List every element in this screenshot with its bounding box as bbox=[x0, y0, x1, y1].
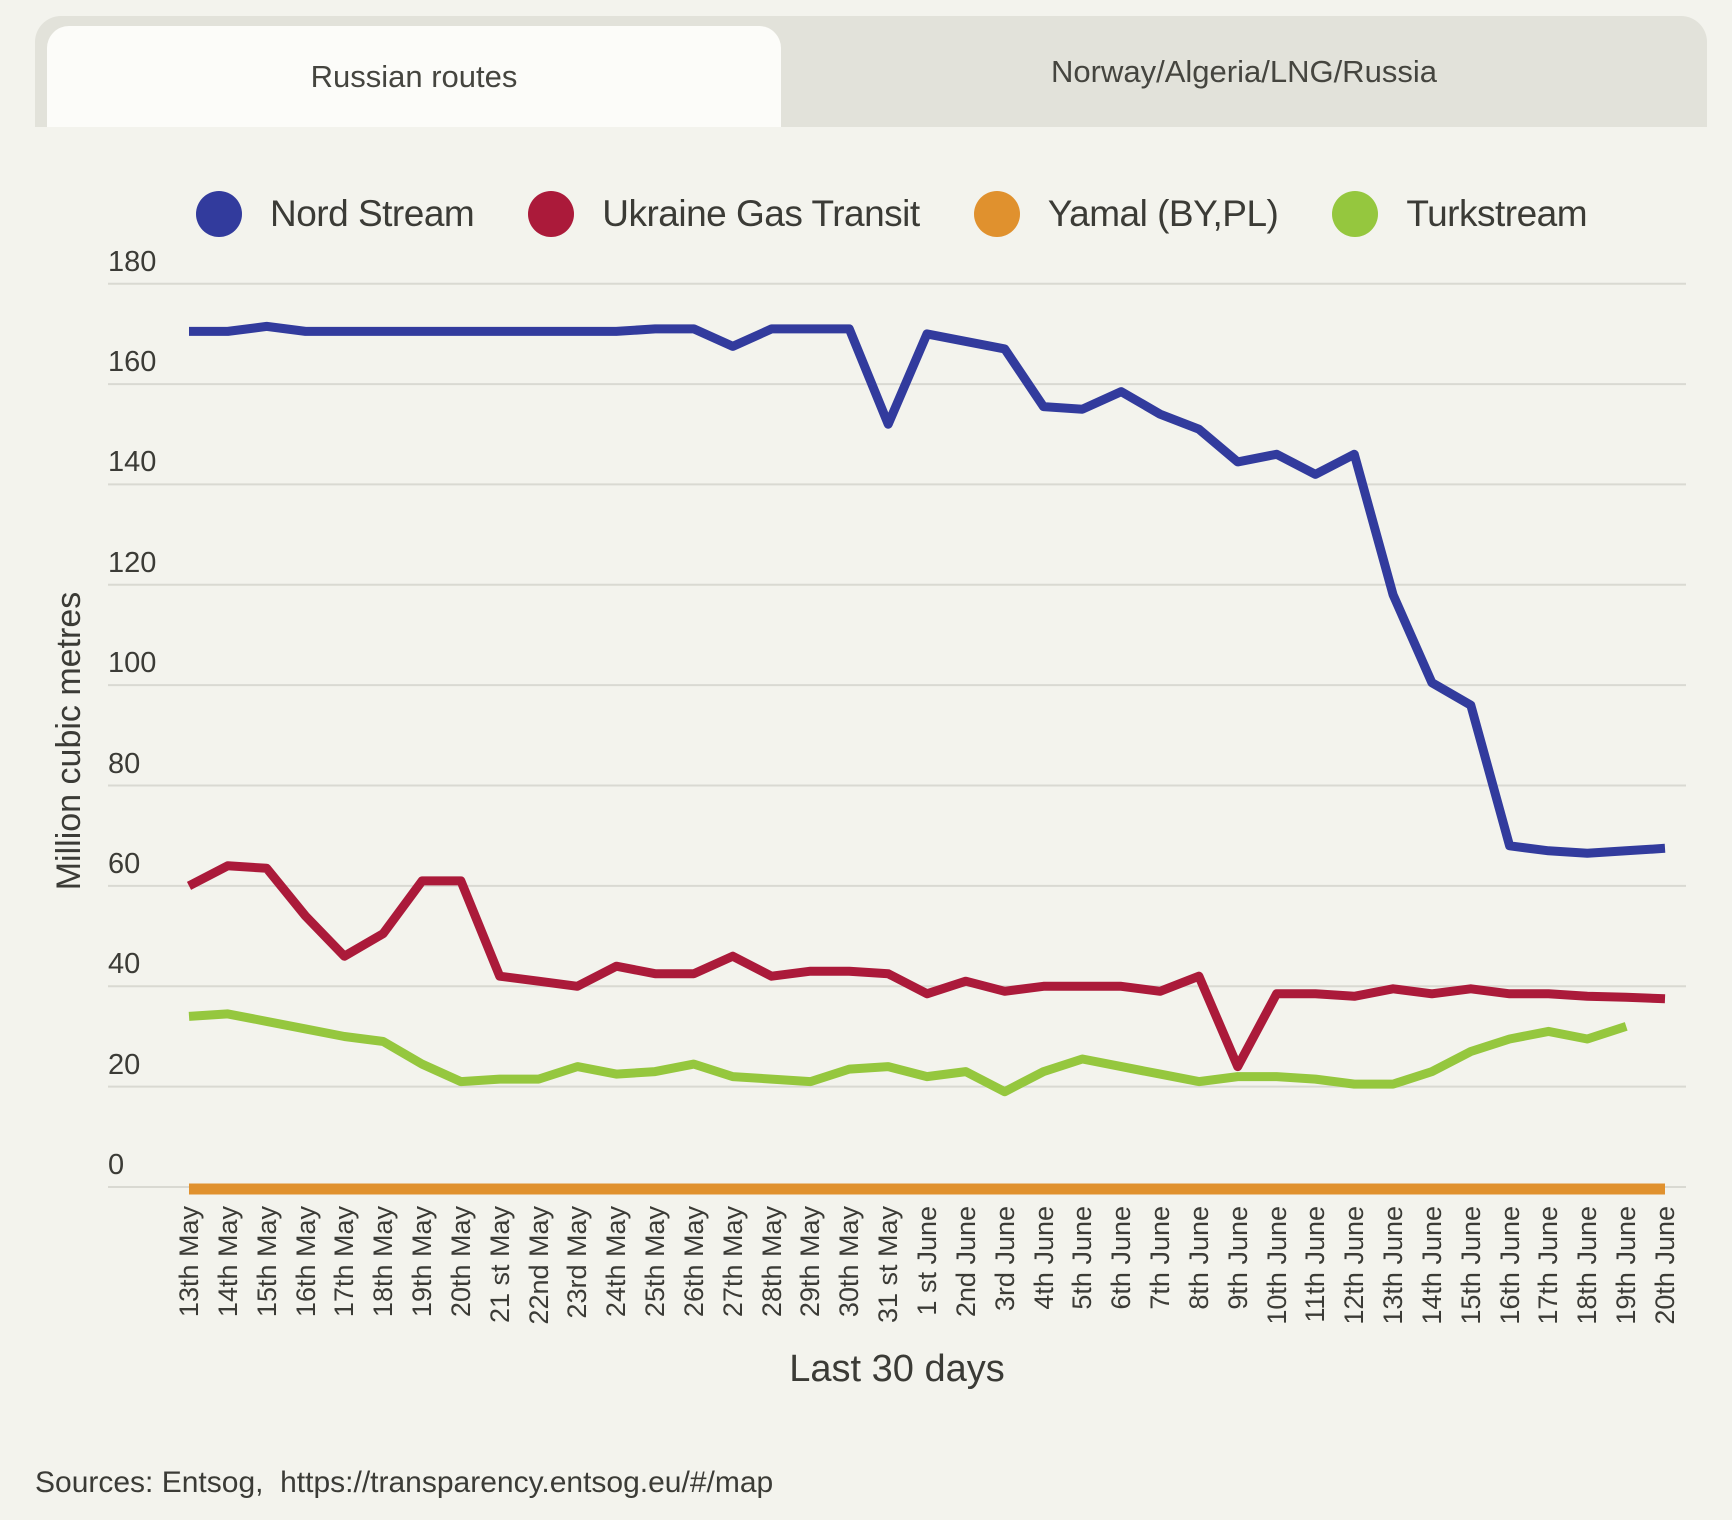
x-tick-label: 20th June bbox=[1650, 1206, 1680, 1325]
x-tick-label: 27th May bbox=[717, 1206, 748, 1318]
x-tick-label: 12th June bbox=[1339, 1206, 1370, 1325]
series-line-ukraine-gas-transit bbox=[186, 861, 1666, 1072]
y-tick-label: 120 bbox=[108, 546, 157, 579]
legend-label: Turkstream bbox=[1406, 193, 1588, 234]
tab-russian-routes-label: Russian routes bbox=[310, 58, 518, 94]
x-tick-label: 21 st May bbox=[484, 1206, 515, 1324]
x-axis-title: Last 30 days bbox=[789, 1348, 1005, 1390]
y-tick-label: 80 bbox=[108, 747, 141, 780]
x-tick-label: 9th June bbox=[1222, 1206, 1253, 1310]
y-tick-label: 180 bbox=[108, 245, 157, 278]
x-tick-label: 16th June bbox=[1494, 1206, 1525, 1325]
x-tick-label: 3rd June bbox=[989, 1206, 1020, 1312]
y-tick-label: 60 bbox=[108, 847, 141, 880]
x-tick-label: 20th May bbox=[445, 1206, 476, 1318]
y-tick-label: 40 bbox=[108, 948, 141, 981]
legend-dot-yamal-by-pl bbox=[973, 191, 1020, 237]
legend-dot-turkstream bbox=[1332, 191, 1379, 237]
y-tick-label: 0 bbox=[108, 1149, 125, 1181]
y-tick-label: 160 bbox=[108, 346, 157, 379]
legend-label: Ukraine Gas Transit bbox=[602, 193, 920, 234]
x-tick-label: 19th May bbox=[407, 1206, 438, 1318]
chart-tabs: Russian routes Norway/Algeria/LNG/Russia bbox=[35, 16, 1707, 127]
x-tick-label: 15th June bbox=[1455, 1206, 1486, 1325]
y-tick-label: 100 bbox=[108, 647, 157, 680]
x-tick-label: 5th June bbox=[1067, 1206, 1098, 1310]
legend-item-ukraine-gas-transit[interactable]: Ukraine Gas Transit bbox=[528, 191, 920, 237]
x-tick-label: 18th May bbox=[368, 1206, 399, 1318]
tab-russian-routes[interactable]: Russian routes bbox=[47, 26, 781, 127]
x-tick-label: 13th June bbox=[1378, 1206, 1409, 1325]
tab-norway-algeria-lng-russia-label: Norway/Algeria/LNG/Russia bbox=[1051, 53, 1437, 89]
x-tick-label: 22nd May bbox=[523, 1206, 554, 1325]
x-tick-label: 15th May bbox=[251, 1206, 282, 1318]
x-tick-label: 4th June bbox=[1028, 1206, 1059, 1310]
x-tick-label: 8th June bbox=[1183, 1206, 1214, 1310]
legend-item-turkstream[interactable]: Turkstream bbox=[1332, 191, 1588, 237]
x-tick-label: 28th May bbox=[756, 1206, 787, 1318]
x-tick-label: 23rd May bbox=[562, 1206, 593, 1319]
x-tick-label: 18th June bbox=[1572, 1206, 1603, 1325]
x-tick-label: 14th May bbox=[212, 1206, 243, 1318]
x-tick-label: 19th June bbox=[1611, 1206, 1642, 1325]
x-tick-label: 7th June bbox=[1145, 1206, 1176, 1310]
x-tick-label: 24th May bbox=[601, 1206, 632, 1318]
y-tick-label: 140 bbox=[108, 446, 157, 479]
x-tick-label: 17th June bbox=[1533, 1206, 1564, 1325]
legend-label: Yamal (BY,PL) bbox=[1047, 193, 1279, 234]
series-line-nord-stream bbox=[189, 321, 1666, 858]
x-tick-label: 11th June bbox=[1300, 1206, 1331, 1323]
x-tick-label: 31 st May bbox=[873, 1206, 904, 1324]
x-tick-label: 1 st June bbox=[912, 1206, 942, 1316]
legend-dot-nord-stream bbox=[196, 191, 242, 237]
x-tick-label: 25th May bbox=[640, 1206, 671, 1318]
x-tick-label: 6th June bbox=[1106, 1206, 1137, 1310]
legend-item-nord-stream[interactable]: Nord Stream bbox=[196, 191, 475, 237]
legend-item-yamal-by-pl[interactable]: Yamal (BY,PL) bbox=[973, 191, 1279, 237]
x-tick-label: 29th May bbox=[795, 1206, 826, 1318]
x-tick-label: 2nd June bbox=[950, 1206, 981, 1318]
x-tick-label: 10th June bbox=[1261, 1206, 1292, 1325]
x-tick-label: 26th May bbox=[678, 1206, 709, 1318]
legend-dot-ukraine-gas-transit bbox=[528, 191, 575, 237]
y-axis-title: Million cubic metres bbox=[50, 591, 88, 891]
legend-label: Nord Stream bbox=[270, 193, 475, 234]
series-line-turkstream bbox=[188, 1009, 1628, 1097]
x-tick-label: 14th June bbox=[1416, 1206, 1447, 1325]
x-tick-label: 30th May bbox=[834, 1206, 865, 1318]
source-note: Sources: Entsog, https://transparency.en… bbox=[35, 1466, 774, 1499]
legend: Nord Stream Ukraine Gas Transit Yamal (BY,… bbox=[196, 188, 1641, 240]
y-tick-label: 20 bbox=[108, 1048, 141, 1081]
tab-norway-algeria-lng-russia[interactable]: Norway/Algeria/LNG/Russia bbox=[781, 16, 1707, 127]
x-tick-label: 13th May bbox=[174, 1206, 204, 1318]
x-tick-label: 17th May bbox=[329, 1206, 360, 1318]
x-tick-label: 16th May bbox=[290, 1206, 321, 1318]
